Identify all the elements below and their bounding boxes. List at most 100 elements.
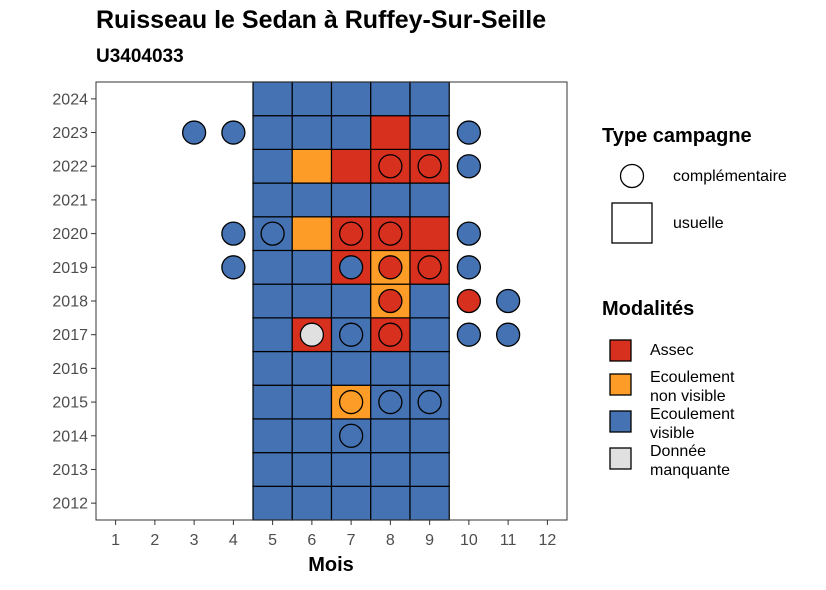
legend-square-usuelle [611, 202, 653, 244]
point-2017-7 [338, 322, 364, 347]
tile-2023-8 [370, 115, 411, 150]
tile-2013-6 [291, 452, 333, 487]
x-tick-label: 4 [229, 532, 238, 549]
tile-2017-9 [409, 317, 450, 353]
tile-2019-6 [291, 249, 333, 285]
tile-2015-6 [291, 384, 333, 420]
tile-2023-6 [291, 115, 333, 150]
x-tick-label: 8 [386, 532, 395, 549]
point-2018-8 [378, 288, 403, 314]
point-2019-9 [417, 255, 442, 280]
tile-2021-7 [330, 182, 372, 218]
x-tick-label: 6 [307, 532, 316, 549]
tile-2019-5 [252, 249, 293, 285]
point-2017-11 [495, 322, 521, 347]
tile-2024-7 [330, 81, 372, 117]
tile-2014-5 [252, 418, 293, 454]
x-tick-label: 10 [460, 532, 478, 549]
legend-swatch-3 [609, 447, 632, 470]
y-tick-label: 2012 [52, 496, 88, 513]
x-tick-label: 9 [425, 532, 434, 549]
tile-2023-9 [409, 115, 450, 150]
x-tick-label: 12 [538, 532, 556, 549]
point-2022-8 [378, 154, 403, 179]
tile-2021-8 [370, 182, 411, 218]
tile-2014-6 [291, 418, 333, 454]
tile-2024-5 [252, 81, 293, 117]
legend-label-assec: Assec [650, 342, 694, 359]
tile-2021-9 [409, 182, 450, 218]
legend-modal-title: Modalités [602, 298, 695, 320]
tile-2024-9 [409, 81, 450, 117]
tile-2021-6 [291, 182, 333, 218]
point-2020-4 [221, 221, 246, 246]
tile-2013-5 [252, 452, 293, 487]
point-2019-7 [338, 255, 364, 280]
legend-label-ecoulement-visible: Ecoulement visible [650, 406, 735, 442]
x-tick-label: 2 [150, 532, 159, 549]
tile-2013-8 [370, 452, 411, 487]
point-2017-10 [456, 322, 482, 347]
tile-2018-6 [291, 283, 333, 319]
y-tick-label: 2024 [52, 91, 88, 108]
tile-2013-7 [330, 452, 372, 487]
tile-2020-6 [291, 216, 333, 252]
tile-2012-7 [330, 485, 372, 521]
legend-label-donnee-manquante: Donnée manquante [650, 443, 731, 479]
point-2020-8 [378, 221, 403, 246]
tile-2020-9 [409, 216, 450, 252]
tile-2016-5 [252, 350, 293, 386]
y-tick-label: 2013 [52, 462, 88, 479]
tile-2024-8 [370, 81, 411, 117]
point-2023-3 [181, 120, 207, 145]
tile-2016-6 [291, 350, 333, 386]
point-2014-7 [338, 423, 364, 448]
tile-2022-7 [330, 148, 372, 184]
tile-2016-8 [370, 350, 411, 386]
x-tick-label: 11 [500, 532, 517, 549]
tile-2018-5 [252, 283, 293, 319]
point-2022-9 [417, 154, 442, 179]
point-2023-4 [221, 120, 246, 145]
legend-label-ecoulement-non-visible: Ecoulement non visible [650, 369, 735, 405]
chart-title: Ruisseau le Sedan à Ruffey-Sur-Seille [96, 6, 547, 34]
tile-2012-6 [291, 485, 333, 521]
tile-2024-6 [291, 81, 333, 117]
y-tick-label: 2014 [52, 428, 88, 445]
y-tick-label: 2015 [52, 395, 88, 412]
point-2017-8 [378, 322, 403, 347]
legend-circle-complementaire [619, 163, 645, 189]
point-2019-8 [378, 255, 403, 280]
y-tick-label: 2022 [52, 159, 88, 176]
y-tick-label: 2019 [52, 260, 88, 277]
y-tick-label: 2016 [52, 361, 88, 378]
tile-2016-7 [330, 350, 372, 386]
x-axis-label: Mois [308, 554, 354, 576]
point-2020-5 [260, 221, 285, 246]
point-2015-8 [378, 389, 403, 415]
legend-type-label-complementaire: complémentaire [673, 168, 787, 185]
y-tick-label: 2021 [52, 192, 88, 209]
point-2018-11 [495, 288, 521, 314]
y-tick-label: 2017 [52, 327, 88, 344]
legend-swatch-0 [609, 339, 632, 362]
legend-swatch-1 [609, 373, 632, 396]
tile-2013-9 [409, 452, 450, 487]
tile-2022-6 [291, 148, 333, 184]
point-2017-6 [299, 322, 325, 347]
tile-2023-5 [252, 115, 293, 150]
legend-type-label-usuelle: usuelle [673, 215, 724, 232]
tile-2023-7 [330, 115, 372, 150]
tile-2012-5 [252, 485, 293, 521]
tile-2017-5 [252, 317, 293, 353]
tile-2014-9 [409, 418, 450, 454]
tile-2021-5 [252, 182, 293, 218]
point-2015-9 [417, 389, 442, 415]
y-tick-label: 2018 [52, 294, 88, 311]
x-tick-label: 7 [347, 532, 356, 549]
point-2023-10 [456, 120, 482, 145]
point-2020-10 [456, 221, 482, 246]
tile-2012-9 [409, 485, 450, 521]
point-2019-10 [456, 255, 482, 280]
